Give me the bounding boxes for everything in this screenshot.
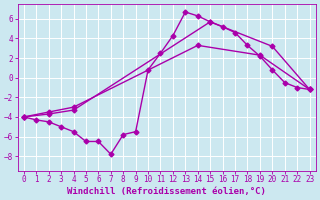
X-axis label: Windchill (Refroidissement éolien,°C): Windchill (Refroidissement éolien,°C) — [67, 187, 266, 196]
